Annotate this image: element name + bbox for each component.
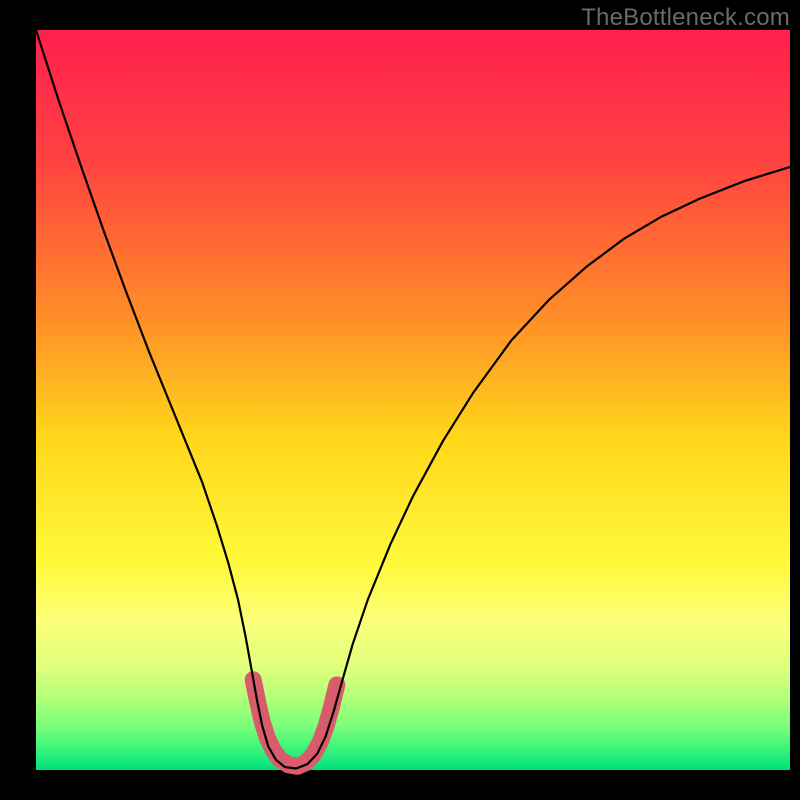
plot-background xyxy=(36,30,790,770)
bottleneck-chart xyxy=(0,0,800,800)
chart-frame: TheBottleneck.com xyxy=(0,0,800,800)
